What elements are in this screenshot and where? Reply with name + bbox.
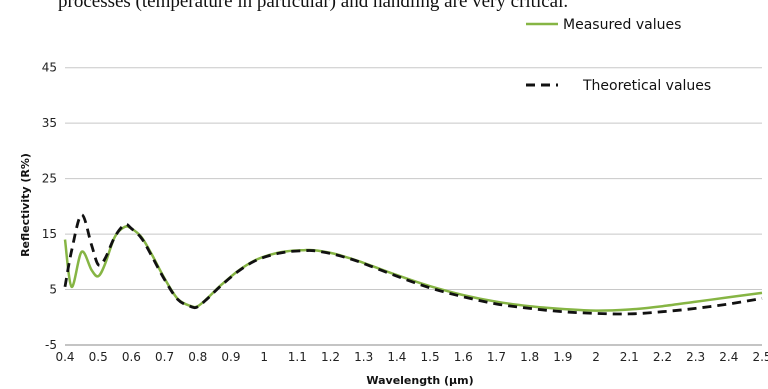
caption-text: processes (temperature in particular) an… (0, 0, 768, 15)
y-axis-ticks: -5 5 15 25 35 45 (42, 61, 57, 352)
x-tick-label: 2.3 (686, 350, 705, 364)
legend-measured-label: Measured values (563, 17, 681, 33)
x-tick-label: 1.7 (487, 350, 506, 364)
grid-lines (65, 67, 762, 346)
x-tick-label: 0.4 (55, 350, 74, 364)
y-tick-label: 35 (42, 116, 57, 130)
y-tick-label: 5 (49, 283, 57, 297)
x-tick-label: 1.9 (553, 350, 572, 364)
legend: Measured values Theoretical values (526, 17, 711, 94)
measured-values-line (63, 225, 763, 312)
y-tick-label: -5 (45, 338, 57, 352)
x-tick-label: 0.9 (221, 350, 240, 364)
y-axis-title: Reflectivity (R%) (19, 153, 32, 257)
x-tick-label: 2.1 (620, 350, 639, 364)
x-tick-label: 2.4 (719, 350, 738, 364)
x-tick-label: 2.2 (653, 350, 672, 364)
x-axis-ticks: 0.4 0.5 0.6 0.7 0.8 0.9 1 1.1 1.2 1.3 1.4 1.5 1.6 1.7… (55, 350, 768, 364)
x-tick-label: 1 (260, 350, 268, 364)
x-tick-label: 1.1 (288, 350, 307, 364)
x-tick-label: 0.7 (155, 350, 174, 364)
y-tick-label: 45 (42, 61, 57, 75)
y-tick-label: 15 (42, 227, 57, 241)
x-tick-label: 1.3 (354, 350, 373, 364)
series-lines (63, 213, 763, 316)
y-tick-label: 25 (42, 172, 57, 186)
x-tick-label: 0.6 (122, 350, 141, 364)
x-axis-title: Wavelength (µm) (366, 374, 473, 387)
legend-theoretical-label: Theoretical values (582, 78, 711, 94)
x-tick-label: 1.5 (421, 350, 440, 364)
x-tick-label: 0.5 (89, 350, 108, 364)
caption-line: processes (temperature in particular) an… (58, 0, 569, 12)
x-tick-label: 1.8 (520, 350, 539, 364)
x-tick-label: 0.8 (188, 350, 207, 364)
x-tick-label: 1.6 (454, 350, 473, 364)
x-tick-label: 1.2 (321, 350, 340, 364)
x-tick-label: 2 (592, 350, 600, 364)
x-tick-label: 1.4 (387, 350, 406, 364)
x-tick-label: 2.5 (752, 350, 768, 364)
theoretical-values-line (63, 213, 763, 316)
